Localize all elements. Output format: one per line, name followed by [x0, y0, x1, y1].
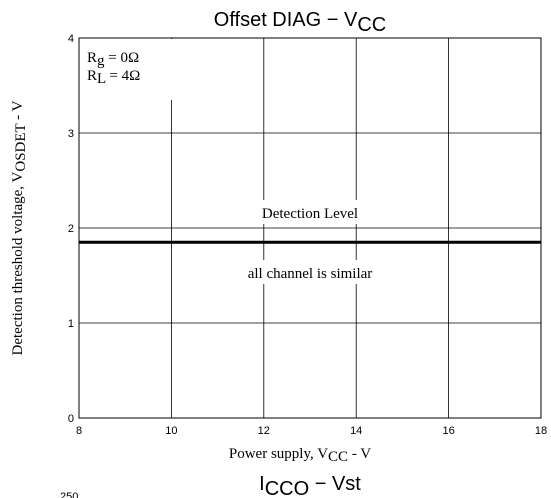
y-label-sub: OSDET	[13, 123, 29, 171]
condition-value: = 4Ω	[106, 68, 141, 84]
x-tick-label: 10	[165, 425, 177, 437]
label-bg	[240, 200, 380, 224]
y-label-text: Detection threshold voltage, V	[10, 171, 26, 355]
x-tick-label: 16	[442, 425, 454, 437]
next-chart-tick: 250	[60, 491, 78, 498]
condition-sub: g	[97, 53, 105, 69]
y-tick-label: 3	[68, 128, 74, 140]
title-text: Offset DIAG − V	[214, 9, 358, 31]
x-tick-label: 18	[535, 425, 547, 437]
x-tick-label: 14	[350, 425, 362, 437]
next-title-text: I	[259, 473, 265, 495]
annotation: Detection Level	[262, 206, 358, 222]
y-tick-label: 0	[68, 413, 74, 425]
x-label-sub: CC	[328, 449, 348, 465]
condition-text: Rg = 0Ω	[87, 50, 139, 69]
label-bg	[225, 260, 395, 284]
condition-box	[80, 39, 172, 100]
x-tick-label: 8	[76, 425, 82, 437]
annotation: all channel is similar	[248, 266, 373, 282]
y-tick-label: 4	[68, 33, 74, 45]
plot-frame	[78, 37, 542, 419]
condition-text: RL = 4Ω	[87, 68, 140, 87]
condition-symbol: R	[87, 50, 97, 66]
next-chart-title: ICCO − Vst	[259, 473, 361, 498]
chart-title: Offset DIAG − VCC	[214, 9, 386, 36]
y-tick-label: 2	[68, 223, 74, 235]
x-label-text: Power supply, V	[229, 446, 328, 462]
x-axis-label: Power supply, VCC - V	[229, 446, 371, 465]
condition-symbol: R	[87, 68, 97, 84]
y-axis-label: Detection threshold voltage, VOSDET - V	[10, 100, 29, 355]
x-label-unit: - V	[348, 446, 371, 462]
y-tick-label: 1	[68, 318, 74, 330]
y-label-unit: - V	[10, 100, 26, 123]
title-sub: CC	[357, 14, 386, 36]
x-tick-label: 12	[258, 425, 270, 437]
next-title-sub: CCO	[265, 478, 309, 498]
next-title-rest: − Vst	[309, 473, 361, 495]
condition-value: = 0Ω	[105, 50, 140, 66]
condition-sub: L	[97, 71, 106, 87]
